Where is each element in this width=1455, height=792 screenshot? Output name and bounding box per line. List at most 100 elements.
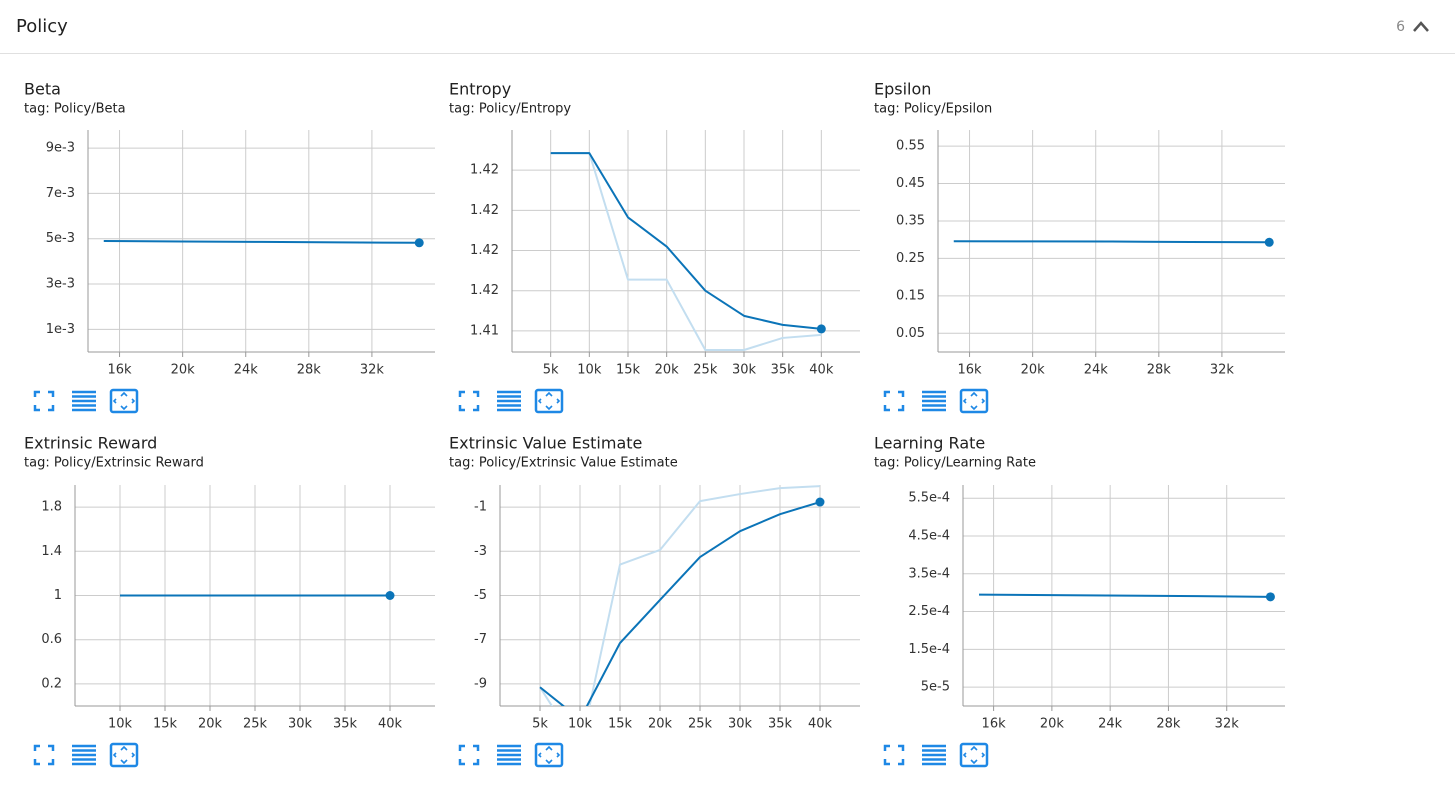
chart-title: Extrinsic Value Estimate bbox=[449, 434, 642, 453]
chart-tag: tag: Policy/Extrinsic Reward bbox=[24, 456, 204, 471]
y-tick-label: 5.5e-4 bbox=[908, 491, 950, 506]
y-tick-label: 1.42 bbox=[470, 243, 499, 258]
chart-tag: tag: Policy/Entropy bbox=[449, 102, 571, 117]
y-tick-label: -3 bbox=[474, 544, 487, 559]
x-tick-label: 32k bbox=[360, 363, 385, 378]
x-tick-label: 15k bbox=[608, 717, 633, 732]
y-tick-label: 5e-3 bbox=[46, 231, 75, 246]
last-point bbox=[815, 497, 825, 507]
y-tick-label: 9e-3 bbox=[46, 141, 75, 156]
toggle-log-button[interactable] bbox=[497, 390, 521, 412]
y-tick-label: 0.25 bbox=[896, 251, 925, 266]
fit-domain-button[interactable] bbox=[109, 388, 139, 414]
series-line bbox=[103, 240, 420, 244]
y-tick-label: 1.8 bbox=[41, 500, 62, 515]
chart-title: Beta bbox=[24, 80, 61, 99]
x-tick-label: 25k bbox=[693, 363, 718, 378]
y-tick-label: -1 bbox=[474, 500, 487, 515]
collapse-toggle[interactable] bbox=[1413, 21, 1429, 32]
x-tick-label: 20k bbox=[1021, 363, 1046, 378]
y-tick-label: 1.5e-4 bbox=[908, 642, 950, 657]
x-tick-label: 32k bbox=[1210, 363, 1235, 378]
y-tick-label: 0.45 bbox=[896, 176, 925, 191]
y-tick-label: 2.5e-4 bbox=[908, 604, 950, 619]
series-line bbox=[539, 485, 821, 706]
fullscreen-button[interactable] bbox=[33, 390, 55, 412]
fullscreen-button[interactable] bbox=[883, 744, 905, 766]
x-tick-label: 16k bbox=[958, 363, 983, 378]
chart-title: Entropy bbox=[449, 80, 511, 99]
y-tick-label: -5 bbox=[474, 588, 487, 603]
series-line bbox=[953, 240, 1270, 244]
fit-domain-icon[interactable] bbox=[537, 391, 561, 411]
fit-domain-icon[interactable] bbox=[537, 745, 561, 765]
x-tick-label: 5k bbox=[532, 717, 548, 732]
series-line bbox=[979, 593, 1271, 598]
fit-domain-icon[interactable] bbox=[112, 391, 136, 411]
y-tick-label: 1.41 bbox=[470, 323, 499, 338]
chart-title: Extrinsic Reward bbox=[24, 434, 157, 453]
last-point bbox=[414, 238, 424, 248]
chart-title: Epsilon bbox=[874, 80, 931, 99]
fit-domain-icon[interactable] bbox=[962, 391, 986, 411]
x-tick-label: 30k bbox=[728, 717, 753, 732]
series-line bbox=[550, 152, 822, 351]
y-tick-label: 0.05 bbox=[896, 326, 925, 341]
y-tick-label: 1e-3 bbox=[46, 322, 75, 337]
y-tick-label: 3e-3 bbox=[46, 277, 75, 292]
fit-domain-button[interactable] bbox=[959, 388, 989, 414]
fit-domain-icon[interactable] bbox=[112, 745, 136, 765]
toggle-log-button[interactable] bbox=[72, 744, 96, 766]
fit-domain-button[interactable] bbox=[959, 742, 989, 768]
x-tick-label: 40k bbox=[809, 363, 834, 378]
fullscreen-button[interactable] bbox=[458, 744, 480, 766]
x-tick-label: 25k bbox=[243, 717, 268, 732]
last-point bbox=[1265, 592, 1275, 602]
fit-domain-button[interactable] bbox=[109, 742, 139, 768]
y-tick-label: -7 bbox=[474, 632, 487, 647]
x-tick-label: 28k bbox=[297, 363, 322, 378]
x-tick-label: 30k bbox=[732, 363, 757, 378]
y-tick-label: 0.55 bbox=[896, 139, 925, 154]
fullscreen-button[interactable] bbox=[458, 390, 480, 412]
x-tick-label: 15k bbox=[153, 717, 178, 732]
fullscreen-button[interactable] bbox=[883, 390, 905, 412]
x-tick-label: 16k bbox=[982, 717, 1007, 732]
y-tick-label: 1.4 bbox=[41, 544, 62, 559]
fullscreen-button[interactable] bbox=[33, 744, 55, 766]
chart-tag: tag: Policy/Extrinsic Value Estimate bbox=[449, 456, 678, 471]
x-tick-label: 5k bbox=[543, 363, 559, 378]
x-tick-label: 35k bbox=[768, 717, 793, 732]
toggle-log-button[interactable] bbox=[922, 744, 946, 766]
series-line bbox=[539, 501, 821, 706]
x-tick-label: 20k bbox=[1040, 717, 1065, 732]
x-tick-label: 35k bbox=[771, 363, 796, 378]
x-tick-label: 24k bbox=[1084, 363, 1109, 378]
fit-domain-button[interactable] bbox=[534, 388, 564, 414]
chart-title: Learning Rate bbox=[874, 434, 985, 453]
y-tick-label: -9 bbox=[474, 676, 487, 691]
x-tick-label: 20k bbox=[648, 717, 673, 732]
chart-tag: tag: Policy/Beta bbox=[24, 102, 126, 117]
y-tick-label: 0.6 bbox=[41, 632, 62, 647]
x-tick-label: 40k bbox=[808, 717, 833, 732]
y-tick-label: 1 bbox=[54, 588, 62, 603]
toggle-log-button[interactable] bbox=[72, 390, 96, 412]
card-count: 6 bbox=[1396, 19, 1405, 35]
fit-domain-icon[interactable] bbox=[962, 745, 986, 765]
last-point bbox=[385, 591, 395, 600]
y-tick-label: 1.42 bbox=[470, 203, 499, 218]
x-tick-label: 40k bbox=[378, 717, 403, 732]
x-tick-label: 24k bbox=[1098, 717, 1123, 732]
x-tick-label: 15k bbox=[616, 363, 641, 378]
series-line bbox=[550, 152, 822, 330]
fit-domain-button[interactable] bbox=[534, 742, 564, 768]
toggle-log-button[interactable] bbox=[497, 744, 521, 766]
x-tick-label: 28k bbox=[1147, 363, 1172, 378]
x-tick-label: 20k bbox=[655, 363, 680, 378]
toggle-log-button[interactable] bbox=[922, 390, 946, 412]
y-tick-label: 5e-5 bbox=[921, 680, 950, 695]
x-tick-label: 16k bbox=[108, 363, 133, 378]
